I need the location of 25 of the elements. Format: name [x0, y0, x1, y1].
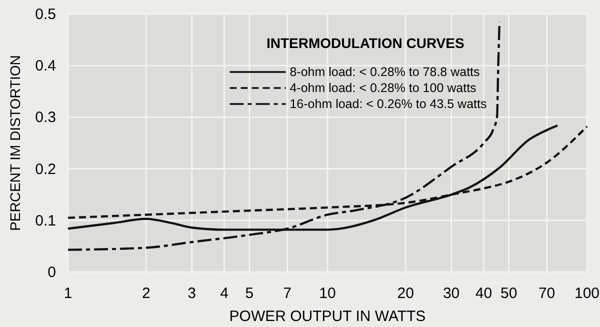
- x-tick-label: 10: [319, 285, 336, 302]
- x-tick-label: 2: [142, 285, 150, 302]
- x-tick-label: 50: [500, 285, 518, 302]
- y-tick-label: 0.3: [35, 109, 56, 126]
- y-tick-label: 0: [48, 264, 56, 281]
- x-tick-label: 100: [574, 285, 600, 302]
- y-tick-label: 0.1: [35, 212, 56, 230]
- x-axis-title: POWER OUTPUT IN WATTS: [229, 308, 426, 325]
- x-tick-label: 70: [538, 285, 556, 302]
- legend-label: 16-ohm load: < 0.26% to 43.5 watts: [290, 97, 487, 111]
- legend-label: 8-ohm load: < 0.28% to 78.8 watts: [290, 65, 480, 79]
- x-tick-label: 4: [220, 285, 228, 302]
- y-tick-label: 0.4: [35, 58, 56, 75]
- x-tick-label: 3: [188, 285, 196, 302]
- x-tick-label: 40: [475, 285, 492, 302]
- y-tick-label: 0.2: [35, 160, 56, 178]
- x-tick-label: 5: [245, 285, 254, 302]
- y-tick-label: 0.5: [35, 6, 56, 23]
- x-tick-label: 1: [64, 285, 72, 302]
- x-tick-label: 20: [397, 285, 414, 302]
- text: INTERMODULATION CURVES: [266, 35, 464, 51]
- y-axis-title: PERCENT IM DISTORTION: [7, 55, 23, 231]
- x-tick-label: 7: [283, 285, 292, 302]
- x-tick-label: 30: [442, 285, 460, 302]
- legend-label: 4-ohm load: < 0.28% to 100 watts: [290, 81, 476, 95]
